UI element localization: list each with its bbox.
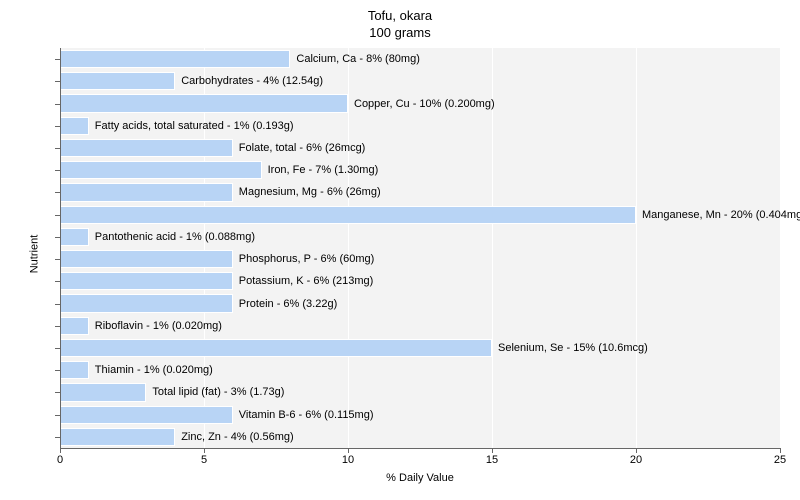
nutrient-bar-label: Phosphorus, P - 6% (60mg) (239, 253, 375, 265)
x-tick-label: 25 (774, 454, 786, 466)
nutrient-bar (60, 361, 89, 379)
y-tick (55, 104, 60, 105)
nutrient-bar (60, 183, 233, 201)
nutrient-bar-label: Iron, Fe - 7% (1.30mg) (268, 164, 379, 176)
y-tick (55, 281, 60, 282)
nutrient-bar-label: Magnesium, Mg - 6% (26mg) (239, 186, 381, 198)
nutrient-bar-label: Selenium, Se - 15% (10.6mcg) (498, 342, 648, 354)
nutrient-bar (60, 406, 233, 424)
nutrient-bar-label: Total lipid (fat) - 3% (1.73g) (152, 386, 284, 398)
nutrient-bar-label: Thiamin - 1% (0.020mg) (95, 364, 213, 376)
y-axis-label: Nutrient (28, 235, 40, 274)
nutrient-bar (60, 161, 262, 179)
y-tick (55, 215, 60, 216)
nutrient-bar (60, 272, 233, 290)
y-tick (55, 81, 60, 82)
x-tick-label: 20 (630, 454, 642, 466)
x-tick-label: 15 (486, 454, 498, 466)
nutrient-bar-label: Pantothenic acid - 1% (0.088mg) (95, 231, 255, 243)
nutrient-bar (60, 339, 492, 357)
y-tick (55, 170, 60, 171)
x-tick (780, 448, 781, 453)
x-axis-line (60, 448, 780, 449)
nutrient-bar-label: Manganese, Mn - 20% (0.404mg) (642, 209, 800, 221)
nutrient-bar (60, 94, 348, 112)
y-tick (55, 304, 60, 305)
y-axis-line (60, 48, 61, 448)
y-tick (55, 370, 60, 371)
y-tick (55, 415, 60, 416)
gridline (636, 48, 637, 448)
x-tick-label: 0 (57, 454, 63, 466)
nutrient-bar (60, 428, 175, 446)
nutrient-bar-label: Calcium, Ca - 8% (80mg) (296, 53, 419, 65)
y-tick (55, 392, 60, 393)
y-tick (55, 437, 60, 438)
plot-area: Calcium, Ca - 8% (80mg) Carbohydrates - 4… (60, 48, 780, 448)
nutrient-bar-label: Protein - 6% (3.22g) (239, 298, 337, 310)
chart-title-line1: Tofu, okara (0, 8, 800, 25)
y-tick (55, 192, 60, 193)
nutrient-bar (60, 294, 233, 312)
y-tick (55, 326, 60, 327)
nutrient-bar (60, 117, 89, 135)
nutrient-bar-label: Zinc, Zn - 4% (0.56mg) (181, 431, 293, 443)
y-tick (55, 148, 60, 149)
y-tick (55, 126, 60, 127)
nutrient-bar-label: Potassium, K - 6% (213mg) (239, 275, 374, 287)
nutrient-bar (60, 50, 290, 68)
y-tick (55, 259, 60, 260)
nutrient-bar (60, 72, 175, 90)
nutrient-bar (60, 383, 146, 401)
nutrient-bar (60, 317, 89, 335)
nutrient-bar (60, 250, 233, 268)
gridline (780, 48, 781, 448)
y-tick (55, 348, 60, 349)
nutrient-chart: Tofu, okara 100 grams Calcium, Ca - 8% (… (0, 0, 800, 500)
nutrient-bar-label: Riboflavin - 1% (0.020mg) (95, 320, 222, 332)
x-tick-label: 5 (201, 454, 207, 466)
x-axis-label: % Daily Value (386, 472, 454, 484)
y-tick (55, 237, 60, 238)
chart-title: Tofu, okara 100 grams (0, 8, 800, 42)
nutrient-bar-label: Folate, total - 6% (26mcg) (239, 142, 366, 154)
chart-title-line2: 100 grams (0, 25, 800, 42)
nutrient-bar-label: Copper, Cu - 10% (0.200mg) (354, 98, 495, 110)
nutrient-bar (60, 139, 233, 157)
nutrient-bar (60, 206, 636, 224)
gridline (348, 48, 349, 448)
y-tick (55, 59, 60, 60)
nutrient-bar (60, 228, 89, 246)
nutrient-bar-label: Vitamin B-6 - 6% (0.115mg) (239, 409, 374, 421)
nutrient-bar-label: Carbohydrates - 4% (12.54g) (181, 75, 323, 87)
x-tick-label: 10 (342, 454, 354, 466)
nutrient-bar-label: Fatty acids, total saturated - 1% (0.193… (95, 120, 294, 132)
